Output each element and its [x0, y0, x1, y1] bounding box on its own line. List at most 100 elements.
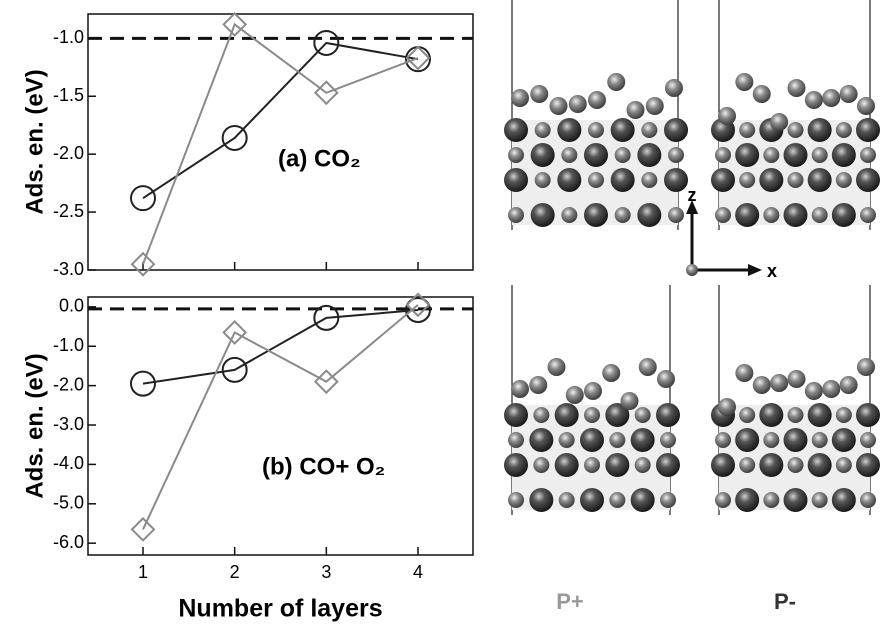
y-tick-label: -2.0	[53, 374, 84, 394]
atom	[808, 403, 832, 427]
atom	[856, 118, 880, 142]
y-tick-label: -3.0	[53, 259, 84, 279]
atom	[832, 428, 856, 452]
x-axis-label: Number of layers	[178, 595, 382, 623]
atom	[660, 492, 676, 508]
atom	[646, 97, 664, 115]
atom	[660, 432, 676, 448]
atom	[656, 453, 680, 477]
atom	[588, 172, 604, 188]
atom	[555, 453, 579, 477]
atom	[784, 428, 808, 452]
atom	[559, 492, 575, 508]
atom	[788, 172, 804, 188]
atom	[739, 122, 755, 138]
atom	[511, 380, 529, 398]
atom	[508, 147, 524, 163]
y-tick-label: -3.0	[53, 414, 84, 434]
x-tick-label: 3	[321, 562, 331, 582]
atom	[808, 453, 832, 477]
atom	[770, 374, 788, 392]
atom	[735, 143, 759, 167]
atom	[664, 118, 688, 142]
atom	[836, 122, 852, 138]
atom	[805, 382, 823, 400]
atom	[615, 207, 631, 223]
atom	[788, 457, 804, 473]
y-tick-label: -2.0	[53, 143, 84, 163]
z-label: z	[688, 185, 697, 205]
atom	[609, 432, 625, 448]
atom	[735, 428, 759, 452]
atom	[535, 122, 551, 138]
atom	[584, 382, 602, 400]
y-axis-label: Ads. en. (eV)	[21, 353, 48, 498]
atom	[784, 488, 808, 512]
atom	[812, 492, 828, 508]
atom	[739, 407, 755, 423]
atom	[735, 203, 759, 227]
atom	[808, 118, 832, 142]
atom	[665, 79, 683, 97]
plot-frame	[88, 14, 473, 270]
atom	[588, 91, 606, 109]
atom	[609, 492, 625, 508]
atom	[664, 168, 688, 192]
atom	[580, 488, 604, 512]
atom	[631, 428, 655, 452]
atom	[504, 118, 528, 142]
x-tick-label: 2	[230, 562, 240, 582]
atom	[508, 492, 524, 508]
atom	[832, 143, 856, 167]
plot-frame	[88, 297, 473, 555]
y-axis-label: Ads. en. (eV)	[21, 69, 48, 214]
atom	[759, 168, 783, 192]
atom	[860, 147, 876, 163]
atom	[856, 168, 880, 192]
atom	[511, 89, 529, 107]
atom	[529, 376, 547, 394]
atom	[639, 358, 657, 376]
atom	[788, 122, 804, 138]
atom	[805, 91, 823, 109]
atom	[739, 457, 755, 473]
atom	[788, 407, 804, 423]
atom	[840, 376, 858, 394]
atom	[832, 203, 856, 227]
atom	[836, 407, 852, 423]
atom	[812, 147, 828, 163]
atom	[584, 203, 608, 227]
atom	[763, 207, 779, 223]
atom	[611, 168, 635, 192]
atom	[530, 85, 548, 103]
atom	[784, 143, 808, 167]
atom	[753, 85, 771, 103]
atom	[561, 207, 577, 223]
atom	[508, 432, 524, 448]
atom	[812, 432, 828, 448]
atom	[763, 492, 779, 508]
atom	[584, 143, 608, 167]
atom	[711, 453, 735, 477]
atom	[788, 79, 806, 97]
y-tick-label: -1.0	[53, 27, 84, 47]
y-tick-label: -1.5	[53, 85, 84, 105]
atom	[584, 457, 600, 473]
annotation: (b) CO+ O₂	[262, 453, 385, 480]
atom	[735, 73, 753, 91]
atom	[860, 432, 876, 448]
atom	[615, 147, 631, 163]
atom	[631, 488, 655, 512]
atom	[529, 488, 553, 512]
atom	[557, 118, 581, 142]
y-tick-label: -4.0	[53, 453, 84, 473]
y-tick-label: -6.0	[53, 532, 84, 552]
atom	[832, 488, 856, 512]
series-line	[143, 43, 418, 198]
atom	[529, 428, 553, 452]
x-label: x	[767, 261, 777, 281]
structure-label: P+	[556, 589, 584, 614]
atom	[641, 122, 657, 138]
atom	[856, 453, 880, 477]
x-tick-label: 4	[413, 562, 423, 582]
